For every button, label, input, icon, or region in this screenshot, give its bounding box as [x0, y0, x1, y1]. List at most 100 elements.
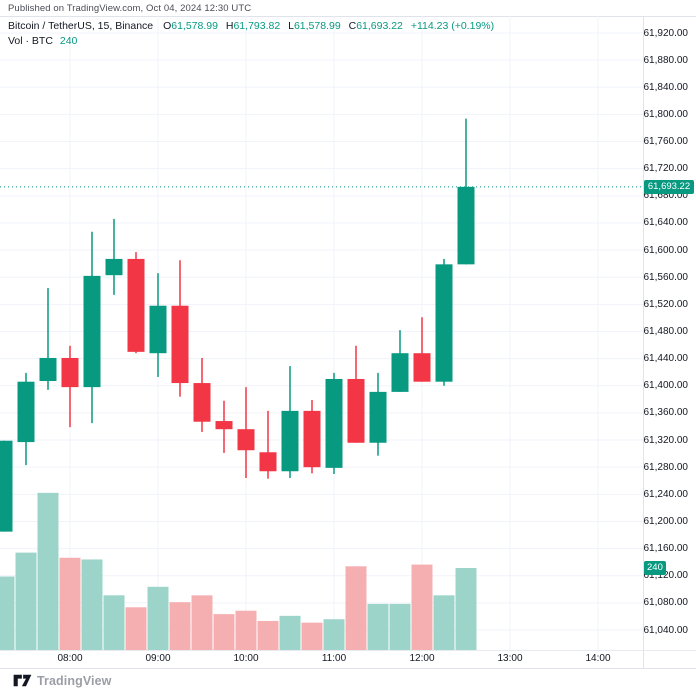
volume-bar: [367, 603, 389, 650]
legend-low-value: 61,578.99: [293, 20, 341, 32]
price-tick-label: 61,840.00: [643, 81, 689, 93]
time-tick-label: 13:00: [497, 653, 523, 664]
candle-body: [171, 305, 189, 384]
legend-open-label: O: [163, 20, 172, 32]
legend-change: +114.23 (+0.19%): [410, 20, 495, 32]
volume-bar: [345, 566, 367, 650]
volume-bar: [213, 614, 235, 650]
legend-open-value: 61,578.99: [171, 20, 218, 32]
volume-bar: [81, 559, 103, 650]
volume-bar: [257, 620, 279, 650]
price-tick-label: 61,040.00: [643, 624, 689, 636]
candle-body: [369, 391, 387, 443]
price-tick-label: 61,280.00: [643, 461, 689, 473]
time-tick-label: 14:00: [585, 653, 611, 664]
price-tick-label: 61,680.00: [643, 190, 689, 202]
price-tick-label: 61,400.00: [643, 380, 689, 392]
candle-body: [391, 353, 409, 392]
price-tick-label: 61,120.00: [643, 570, 689, 582]
price-tick-label: 61,600.00: [643, 244, 689, 256]
price-tick-label: 61,880.00: [643, 54, 689, 66]
candle-body: [259, 452, 277, 472]
published-text: Published on TradingView.com, Oct 04, 20…: [8, 2, 252, 14]
price-axis-separator: [643, 16, 644, 668]
volume-bar: [103, 595, 125, 650]
price-tick-label: 61,520.00: [643, 298, 689, 310]
volume-bar: [301, 622, 323, 650]
candle-body: [325, 378, 343, 468]
price-tick-label: 61,200.00: [643, 515, 689, 527]
published-bar: Published on TradingView.com, Oct 04, 20…: [0, 0, 696, 17]
price-tick-label: 61,560.00: [643, 271, 689, 283]
candle-body: [149, 305, 167, 354]
volume-bar: [59, 557, 81, 650]
candle-body: [347, 378, 365, 443]
legend-volume-row: Vol · BTC 240: [8, 34, 494, 49]
volume-badge: 240: [644, 561, 666, 575]
candle-body: [17, 381, 35, 443]
volume-bar: [147, 586, 169, 650]
time-tick-label: 09:00: [145, 653, 171, 664]
tradingview-link[interactable]: TradingView: [13, 673, 112, 688]
legend-volume-label: Vol · BTC: [8, 35, 53, 47]
legend-symbol-title: Bitcoin / TetherUS, 15, Binance: [8, 20, 154, 32]
volume-bar: [455, 568, 477, 650]
candle-body: [215, 421, 233, 430]
candle-body: [39, 357, 57, 382]
time-axis[interactable]: 08:00 09:00 10:00 11:00 12:00 13:00 14:00: [0, 650, 643, 668]
price-tick-label: 61,800.00: [643, 108, 689, 120]
legend-high-value: 61,793.82: [233, 20, 281, 32]
candle-body: [127, 258, 145, 352]
volume-bar: [279, 615, 301, 650]
time-tick-label: 10:00: [233, 653, 259, 664]
price-tick-label: 61,440.00: [643, 353, 689, 365]
volume-bar: [191, 595, 213, 650]
legend: Bitcoin / TetherUS, 15, Binance O61,578.…: [8, 19, 494, 49]
price-tick-label: 61,160.00: [643, 543, 689, 555]
legend-volume-value: 240: [59, 35, 78, 47]
price-tick-label: 61,760.00: [643, 136, 689, 148]
candle-body: [281, 410, 299, 472]
candle-body: [237, 429, 255, 451]
price-tick-label: 61,360.00: [643, 407, 689, 419]
candle-body: [0, 440, 13, 532]
candle-body: [83, 275, 101, 388]
volume-bar: [235, 610, 257, 650]
plot-svg[interactable]: [0, 16, 696, 668]
volume-bar: [411, 564, 433, 650]
price-tick-label: 61,480.00: [643, 326, 689, 337]
volume-bar: [125, 607, 147, 650]
volume-bar: [169, 602, 191, 650]
footer: TradingView: [0, 668, 696, 692]
legend-close-value: 61,693.22: [356, 20, 403, 32]
legend-high-label: H: [225, 20, 234, 32]
volume-bar: [433, 595, 455, 650]
candle-body: [303, 410, 321, 468]
candle-body: [193, 383, 211, 422]
candle-body: [457, 186, 475, 265]
brand-text: TradingView: [37, 673, 112, 688]
volume-bar: [37, 492, 59, 650]
legend-symbol-row: Bitcoin / TetherUS, 15, Binance O61,578.…: [8, 19, 494, 34]
time-axis-separator: [0, 650, 696, 651]
volume-bar: [389, 603, 411, 650]
volume-bar: [0, 576, 15, 650]
candles: [0, 118, 475, 532]
price-tick-label: 61,720.00: [643, 163, 689, 175]
price-tick-label: 61,640.00: [643, 217, 689, 229]
price-tick-label: 61,920.00: [643, 27, 689, 39]
time-tick-label: 08:00: [57, 653, 83, 664]
candle-body: [435, 264, 453, 382]
price-tick-label: 61,240.00: [643, 488, 689, 500]
legend-low-label: L: [288, 20, 294, 32]
volume-bar: [15, 552, 37, 650]
time-tick-label: 12:00: [409, 653, 435, 664]
legend-close-label: C: [348, 20, 357, 32]
price-tick-label: 61,320.00: [643, 434, 689, 446]
tradingview-logo-icon: [13, 674, 32, 687]
chart-area: Bitcoin / TetherUS, 15, Binance O61,578.…: [0, 16, 696, 668]
volume-bar: [323, 619, 345, 650]
candle-body: [61, 357, 79, 388]
price-axis[interactable]: 61,920.00 61,880.00 61,840.00 61,800.00 61,7…: [644, 16, 696, 650]
candle-body: [413, 353, 431, 382]
